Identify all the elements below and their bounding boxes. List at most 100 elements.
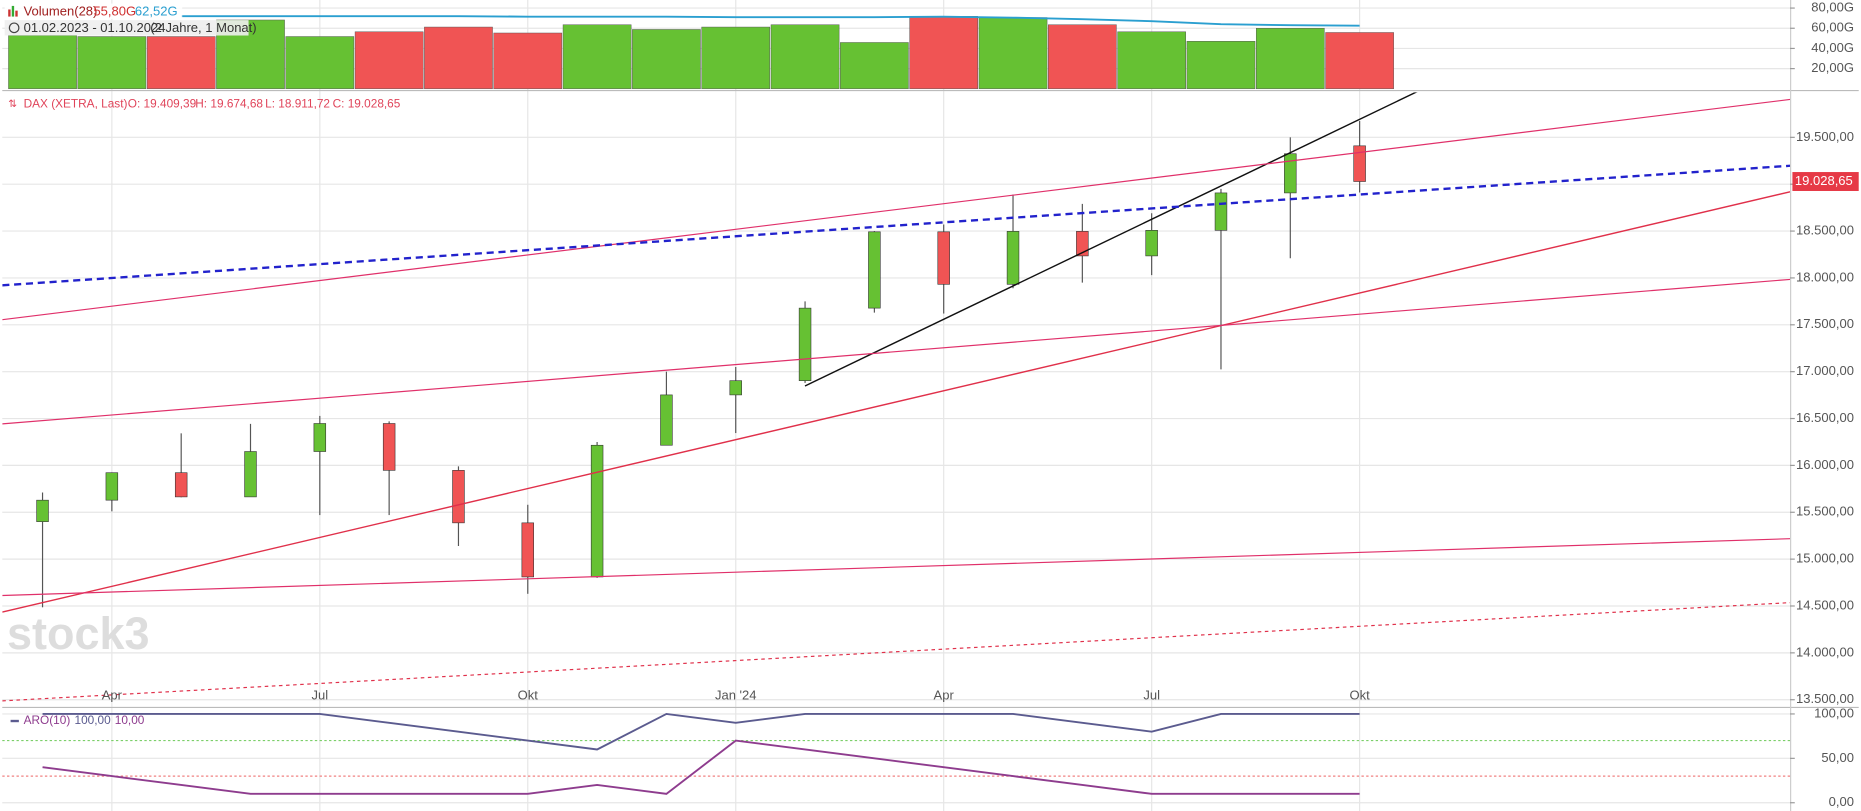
trend-line (2, 602, 1791, 702)
candle-body (452, 470, 465, 524)
aroon-line (42, 739, 1360, 795)
volume-bar (493, 32, 563, 90)
candle-body (174, 472, 188, 498)
grid (2, 0, 1791, 811)
candle-body (1076, 231, 1089, 257)
candle-body (868, 231, 881, 309)
legend-value: 10,00 (115, 713, 145, 727)
legend-value: 100,00 (75, 713, 112, 727)
volume-ma-line (181, 15, 1360, 27)
volume-bar (770, 24, 840, 90)
volume-bar (424, 26, 493, 90)
y-tick-label: 16.500,00 (1796, 410, 1854, 425)
volume-bar (632, 29, 701, 90)
volume-bar (701, 26, 771, 90)
period: (2 Jahre, 1 Monat) (150, 20, 256, 35)
volume-bar (1255, 28, 1325, 90)
y-tick-label: 100,00 (1814, 705, 1854, 720)
aroon-legend: ARO(10) 100,00 10,00 (10, 713, 145, 727)
y-tick-label: 13.500,00 (1796, 691, 1854, 706)
volume-bar (840, 42, 909, 90)
price-legend: ⇅ DAX (XETRA, Last) O: 19.409,39 H: 19.6… (8, 96, 401, 110)
y-tick-label: 20,00G (1811, 60, 1854, 75)
candle-body (1145, 230, 1158, 257)
x-tick-label: Jan '24 (715, 688, 757, 703)
icon: ⇅ (8, 98, 17, 110)
volume-bar (77, 36, 147, 90)
price-tag-label: 19.028,65 (1795, 173, 1853, 188)
candle-body (36, 499, 49, 522)
x-tick-label: Apr (934, 688, 955, 703)
trend-line (804, 92, 1418, 387)
trend-lines (2, 92, 1791, 702)
marks (2, 15, 1791, 795)
volume-bar (354, 31, 424, 90)
volume-legend: Volumen(28) 55,80G 62,52G 01.02.2023 - 0… (4, 3, 257, 36)
candle-body (660, 394, 673, 446)
aroon-line (42, 712, 1360, 751)
icon (10, 719, 19, 723)
icon (11, 5, 15, 17)
candle-body (937, 231, 950, 285)
y-tick-label: 80,00G (1811, 0, 1854, 15)
volume-bar (146, 36, 216, 90)
y-tick-label: 16.000,00 (1796, 457, 1854, 472)
icon (8, 9, 11, 17)
candle-body (729, 380, 742, 396)
candle-body (521, 522, 534, 578)
legend-title: Volumen(28) (24, 3, 98, 18)
candle-body (105, 472, 119, 501)
y-tick-label: 19.500,00 (1796, 129, 1854, 144)
icon (15, 10, 18, 17)
volume-bar (8, 35, 77, 90)
date-range: 01.02.2023 - 01.10.2024 (24, 20, 166, 35)
x-tick-label: Jul (1143, 688, 1160, 703)
y-tick-label: 14.500,00 (1796, 597, 1854, 612)
trend-line (2, 191, 1791, 613)
volume-bar (1117, 31, 1186, 90)
trend-line (2, 278, 1791, 425)
legend-box (4, 3, 183, 19)
candle-body (590, 444, 604, 578)
volume-bar (978, 17, 1048, 90)
y-tick-label: 15.500,00 (1796, 504, 1854, 519)
volume-bar (285, 36, 355, 90)
candle-body (1353, 145, 1366, 182)
volume-bar (1048, 24, 1117, 90)
ohlc-label: O: 19.409,39 (128, 96, 197, 110)
volume-bar (562, 24, 632, 90)
trend-line (2, 164, 1791, 287)
x-tick-label: Apr (102, 688, 123, 703)
volume-bar (909, 16, 979, 90)
legend-title: ARO(10) (24, 713, 71, 727)
y-tick-label: 18.000,00 (1796, 269, 1854, 284)
y-tick-label: 17.500,00 (1796, 316, 1854, 331)
volume-bar (1325, 32, 1394, 90)
candle-body (244, 451, 257, 498)
y-tick-label: 60,00G (1811, 20, 1854, 35)
date-box (4, 20, 249, 36)
y-tick-label: 40,00G (1811, 40, 1854, 55)
ohlc-label: L: 18.911,72 (265, 96, 330, 110)
y-tick-label: 50,00 (1821, 750, 1854, 765)
x-tick-label: Okt (518, 688, 539, 703)
volume-bar (1186, 41, 1256, 90)
clock-icon (8, 22, 20, 34)
x-tick-label: Jul (312, 688, 329, 703)
candle-body (798, 307, 812, 381)
trend-line (2, 538, 1791, 597)
y-tick-label: 15.000,00 (1796, 551, 1854, 566)
candle-body (1284, 153, 1297, 194)
candle-body (313, 423, 327, 452)
legend-value: 55,80G (93, 3, 136, 18)
trend-line (2, 98, 1791, 321)
y-tick-label: 17.000,00 (1796, 363, 1854, 378)
y-tick-label: 18.500,00 (1796, 223, 1854, 238)
candle-body (1006, 231, 1020, 285)
y-tick-label: 14.000,00 (1796, 644, 1854, 659)
candle-body (382, 423, 396, 471)
legend-value: 62,52G (135, 3, 178, 18)
x-tick-label: Okt (1349, 688, 1370, 703)
ohlc-label: C: 19.028,65 (333, 96, 401, 110)
